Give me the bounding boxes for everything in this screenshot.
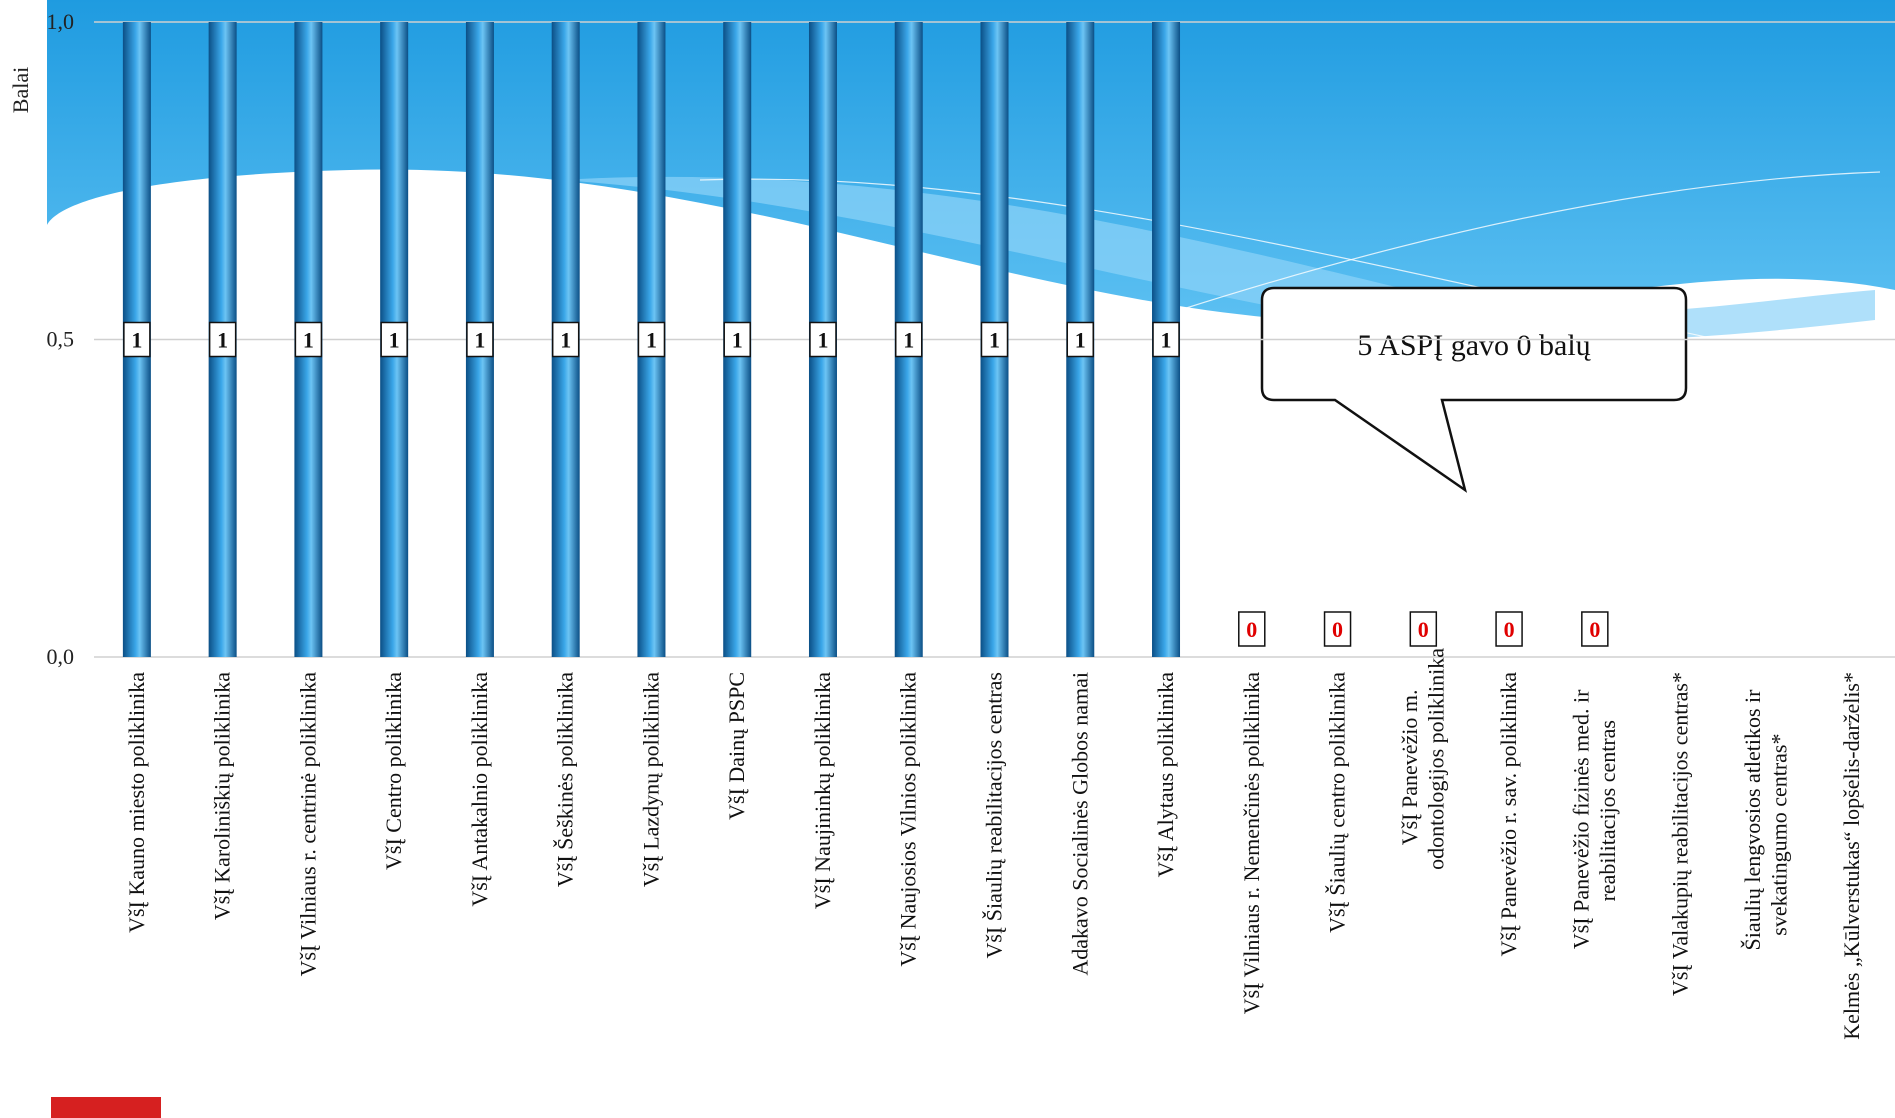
data-label: 1 <box>303 328 314 353</box>
data-label: 0 <box>1332 617 1343 642</box>
y-tick-label: 0,5 <box>47 327 75 352</box>
data-label: 1 <box>474 328 485 353</box>
y-axis-label: Balai <box>8 67 33 113</box>
data-label-box <box>809 321 837 358</box>
data-label: 1 <box>817 328 828 353</box>
x-tick-label: VšĮ Šeškinės poliklinika <box>553 672 578 887</box>
x-tick-label: VšĮ Lazdynų poliklinika <box>638 672 663 887</box>
x-tick-label: VšĮ Antakalnio poliklinika <box>467 672 492 907</box>
data-label-box <box>294 321 323 358</box>
data-label-box <box>980 321 1009 358</box>
y-tick-label: 0,0 <box>47 644 75 669</box>
data-label-box <box>1066 321 1095 358</box>
x-tick-label: VšĮ Panevėžio m. odontologijos poliklini… <box>1397 648 1448 870</box>
x-tick-label: VšĮ Dainų PSPC <box>724 672 749 820</box>
x-tick-label: VšĮ Panevėžio r. sav. poliklinika <box>1496 672 1521 957</box>
x-tick-label: VšĮ Karoliniškių poliklinika <box>210 672 235 920</box>
data-label-box <box>894 321 923 358</box>
data-label-box <box>1238 611 1266 647</box>
data-label-box <box>208 321 237 358</box>
data-label-box <box>637 321 666 358</box>
logo <box>51 1097 161 1118</box>
data-label: 0 <box>1504 617 1515 642</box>
x-tick-label: VšĮ Alytaus poliklinika <box>1153 672 1178 878</box>
x-tick-label: VšĮ Šiaulių reabilitacijos centras <box>982 672 1007 959</box>
x-tick-label: VšĮ Naujosios Vilnios poliklinika <box>896 672 921 967</box>
data-label: 1 <box>560 328 571 353</box>
data-label-box <box>123 321 151 358</box>
callout: 5 ASPĮ gavo 0 balų <box>1260 286 1688 493</box>
data-label: 1 <box>217 328 228 353</box>
data-label: 0 <box>1589 617 1600 642</box>
data-label: 1 <box>646 328 657 353</box>
x-tick-label: VšĮ Vilniaus r. Nemenčinės poliklinika <box>1239 672 1264 1015</box>
data-label: 0 <box>1246 617 1257 642</box>
x-tick-label: VšĮ Naujininkų poliklinika <box>810 672 835 909</box>
data-label-box <box>1495 611 1523 647</box>
x-tick-label: VšĮ Kauno miesto poliklinika <box>124 672 149 933</box>
data-label: 1 <box>1075 328 1086 353</box>
data-label: 0 <box>1418 617 1429 642</box>
data-label-box <box>1323 611 1352 647</box>
data-label: 1 <box>903 328 914 353</box>
x-tick-label: VšĮ Vilniaus r. centrinė poliklinika <box>295 672 320 977</box>
data-label: 1 <box>131 328 142 353</box>
data-label: 1 <box>389 328 400 353</box>
x-tick-label: VšĮ Panevėžio fizinės med. ir reabilitac… <box>1569 684 1620 949</box>
y-tick-label: 1,0 <box>47 9 75 34</box>
data-label-box <box>1152 321 1180 358</box>
x-tick-label: VšĮ Valakupių reabilitacijos centras* <box>1668 672 1693 996</box>
x-tick-label: Adakavo Socialinės Globos namai <box>1067 672 1092 976</box>
data-label-box <box>723 321 751 358</box>
data-label-box <box>1409 611 1438 647</box>
x-tick-label: Šiaulių lengvosios atletikos ir svekatin… <box>1740 684 1791 950</box>
x-tick-label: VšĮ Centro poliklinika <box>381 672 406 870</box>
data-label-box <box>466 321 494 358</box>
data-label-box <box>1581 611 1609 647</box>
data-label: 1 <box>1161 328 1172 353</box>
x-tick-label: VšĮ Šiaulių centro poliklinika <box>1325 672 1350 933</box>
annotation: 5 ASPĮ gavo 0 balų <box>1357 329 1591 362</box>
data-label-box <box>380 321 408 358</box>
x-tick-label: Kelmės „Kūlverstukas“ lopšelis-darželis* <box>1839 672 1864 1040</box>
data-label-box <box>551 321 580 358</box>
data-label: 1 <box>989 328 1000 353</box>
data-label: 1 <box>732 328 743 353</box>
